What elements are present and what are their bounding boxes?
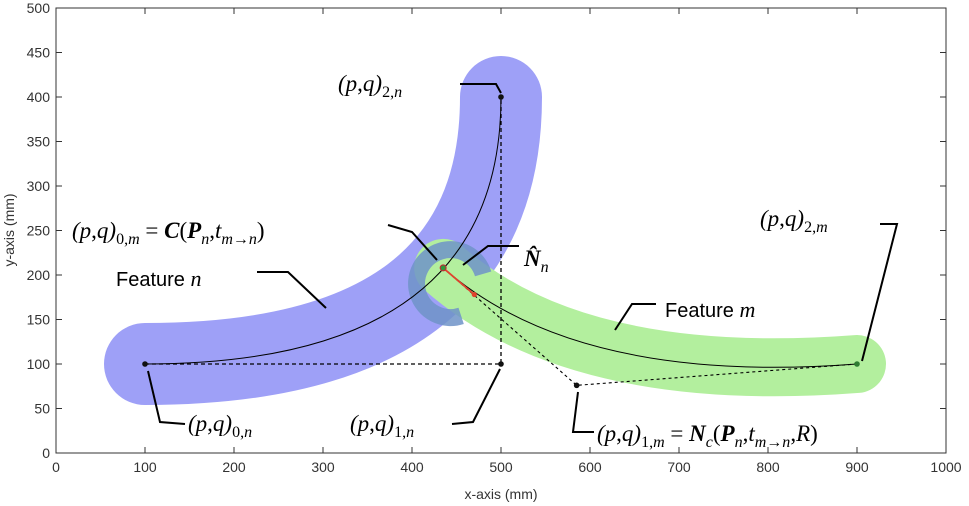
- control-point-1n: [498, 361, 504, 367]
- overlap-region: [408, 241, 492, 327]
- y-axis-label: y-axis (mm): [1, 193, 17, 266]
- feature-m-curve: [442, 267, 858, 368]
- leader-feature-m: [614, 303, 656, 331]
- feature-n-curve: [144, 96, 502, 365]
- label-p1m: (p,q)1,m = Nc(Pn,tm→n,R): [597, 421, 818, 451]
- y-tick-label: 300: [27, 178, 51, 194]
- x-tick-label: 300: [311, 459, 335, 475]
- y-tick-label: 0: [42, 445, 50, 461]
- x-axis-ticks: 0 100 200 300 400 500 600 700 800 900 1000: [52, 8, 962, 475]
- control-point-2n: [498, 94, 504, 100]
- label-p2m: (p,q)2,m: [760, 206, 828, 236]
- y-tick-label: 500: [27, 0, 51, 16]
- label-p0n: (p,q)0,n: [188, 411, 252, 441]
- y-tick-label: 250: [27, 223, 51, 239]
- x-tick-label: 900: [845, 459, 869, 475]
- y-tick-label: 400: [27, 89, 51, 105]
- leader-lines: [147, 83, 899, 433]
- feature-n-label: Feature n: [116, 266, 201, 291]
- label-nhat: N̂n: [523, 245, 549, 276]
- control-point-0n: [142, 361, 148, 367]
- x-tick-label: 100: [133, 459, 157, 475]
- x-tick-label: 800: [756, 459, 780, 475]
- leader-p1n: [451, 368, 501, 425]
- x-tick-label: 400: [400, 459, 424, 475]
- control-point-2m: [854, 361, 860, 367]
- y-tick-label: 350: [27, 134, 51, 150]
- x-tick-label: 600: [578, 459, 602, 475]
- x-tick-label: 200: [222, 459, 246, 475]
- y-tick-label: 150: [27, 312, 51, 328]
- y-axis-ticks: 0 50 100 150 200 250 300 350 400 450 500: [27, 0, 946, 461]
- control-point-0m: [439, 264, 447, 272]
- label-p1n: (p,q)1,n: [350, 411, 414, 441]
- leader-p0n: [147, 370, 186, 425]
- x-tick-label: 500: [489, 459, 513, 475]
- feature-m-label: Feature m: [665, 297, 755, 322]
- y-tick-label: 100: [27, 356, 51, 372]
- leader-feature-n: [257, 271, 327, 309]
- y-tick-label: 200: [27, 267, 51, 283]
- feature-m-band: [414, 238, 886, 397]
- x-tick-label: 0: [52, 459, 60, 475]
- leader-p1m: [571, 391, 594, 433]
- leader-p0m: [387, 224, 438, 261]
- label-p2n: (p,q)2,n: [338, 71, 402, 101]
- leader-p2n: [460, 83, 502, 94]
- x-tick-label: 700: [667, 459, 691, 475]
- leader-nhat: [462, 245, 519, 266]
- label-p0m: (p,q)0,m = C(Pn,tm→n): [72, 218, 265, 248]
- normal-vector-tip: [471, 291, 477, 298]
- feature-n-control-polygon: [145, 97, 502, 365]
- control-point-1m: [573, 382, 580, 389]
- x-axis-label: x-axis (mm): [464, 486, 537, 502]
- y-tick-label: 450: [27, 45, 51, 61]
- normal-vector: [442, 267, 475, 296]
- x-tick-label: 1000: [930, 459, 961, 475]
- y-tick-label: 50: [34, 401, 50, 417]
- leader-p2m: [861, 223, 899, 362]
